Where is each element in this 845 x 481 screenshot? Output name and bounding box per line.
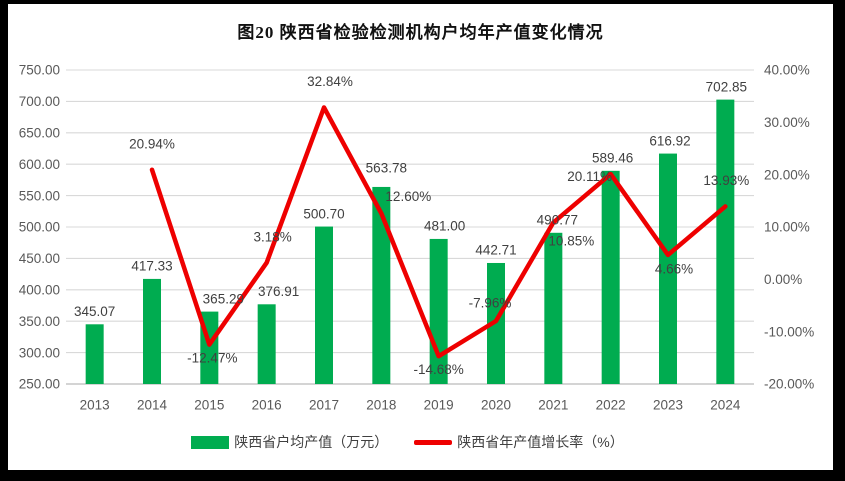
x-axis-label: 2024 (710, 398, 741, 413)
bar-series-swatch-icon (191, 435, 230, 449)
x-axis-label: 2020 (481, 398, 511, 413)
bar (143, 278, 161, 384)
line-data-label: 12.60% (385, 189, 431, 204)
x-axis-label: 2021 (538, 398, 568, 413)
legend-line-series-label: 陕西省年产值增长率（%） (457, 434, 624, 450)
bar (601, 170, 620, 384)
bar (372, 186, 391, 384)
line-data-label: 3.18% (254, 229, 292, 244)
bar-data-label: 616.92 (649, 133, 690, 148)
bar-data-label: 702.85 (706, 79, 747, 94)
right-axis-tick-label: 0.00% (764, 272, 802, 287)
bar-data-label: 417.33 (131, 259, 172, 274)
right-axis-tick-label: -20.00% (764, 377, 814, 392)
bar-data-label: 481.00 (424, 219, 465, 234)
bar (544, 232, 563, 384)
x-axis-label: 2018 (366, 398, 396, 413)
line-data-label: 20.11% (567, 169, 612, 184)
line-data-label: -12.47% (187, 350, 237, 365)
line-series-swatch-icon (414, 439, 453, 445)
legend-item-line-series: 陕西省年产值增长率（%） (414, 432, 624, 452)
x-axis-label: 2016 (252, 398, 282, 413)
chart-legend: 陕西省户均产值（万元） 陕西省年产值增长率（%） (0, 432, 815, 452)
legend-item-bar-series: 陕西省户均产值（万元） (191, 432, 388, 452)
bar-data-label: 500.70 (303, 206, 344, 221)
x-axis-label: 2013 (80, 398, 110, 413)
x-axis-label: 2015 (194, 398, 224, 413)
right-axis-tick-label: 20.00% (764, 167, 810, 182)
right-axis-tick-label: 40.00% (764, 63, 810, 78)
x-axis-label: 2017 (309, 398, 339, 413)
left-axis-tick-label: 750.00 (19, 63, 60, 78)
right-axis-tick-label: 30.00% (764, 115, 810, 130)
line-data-label: -7.96% (469, 296, 512, 311)
line-data-label: -14.68% (414, 362, 464, 377)
legend-bar-series-label: 陕西省户均产值（万元） (234, 434, 389, 450)
bar (716, 99, 735, 384)
left-axis-tick-label: 550.00 (19, 188, 60, 203)
line-data-label: 4.66% (655, 262, 693, 277)
bar-data-label: 442.71 (475, 243, 516, 258)
bar (85, 324, 104, 384)
x-axis-label: 2023 (653, 398, 683, 413)
left-axis-tick-label: 400.00 (19, 283, 60, 298)
left-axis-tick-label: 500.00 (19, 220, 60, 235)
chart-canvas: 图20 陕西省检验检测机构户均年产值变化情况 (8, 4, 833, 470)
line-data-label: 13.93% (703, 173, 749, 188)
line-data-label: 10.85% (548, 233, 594, 248)
bar-data-label: 365.29 (203, 291, 244, 306)
x-axis-label: 2019 (424, 398, 454, 413)
line-data-label: 32.84% (307, 74, 353, 89)
x-axis-label: 2014 (137, 398, 168, 413)
bar-data-label: 563.78 (366, 161, 407, 176)
left-axis-tick-label: 650.00 (19, 126, 60, 141)
left-axis-tick-label: 600.00 (19, 157, 60, 172)
bar (315, 226, 333, 384)
bar-data-label: 589.46 (592, 151, 633, 166)
left-axis-tick-label: 450.00 (19, 251, 60, 266)
line-data-label: 20.94% (129, 136, 175, 151)
left-axis-tick-label: 250.00 (19, 377, 60, 392)
left-axis-tick-label: 300.00 (19, 345, 60, 360)
right-axis-tick-label: 10.00% (764, 220, 810, 235)
bar-data-label: 345.07 (74, 304, 115, 319)
bar-data-label: 490.77 (537, 213, 578, 228)
chart-title: 图20 陕西省检验检测机构户均年产值变化情况 (237, 23, 604, 42)
x-axis-label: 2022 (596, 398, 626, 413)
right-axis-tick-label: -10.00% (764, 324, 814, 339)
bar (257, 304, 276, 384)
left-axis-tick-label: 700.00 (19, 94, 60, 109)
growth-rate-line (149, 105, 728, 359)
bar-data-label: 376.91 (258, 284, 299, 299)
left-axis-tick-label: 350.00 (19, 314, 60, 329)
bar (659, 153, 677, 384)
